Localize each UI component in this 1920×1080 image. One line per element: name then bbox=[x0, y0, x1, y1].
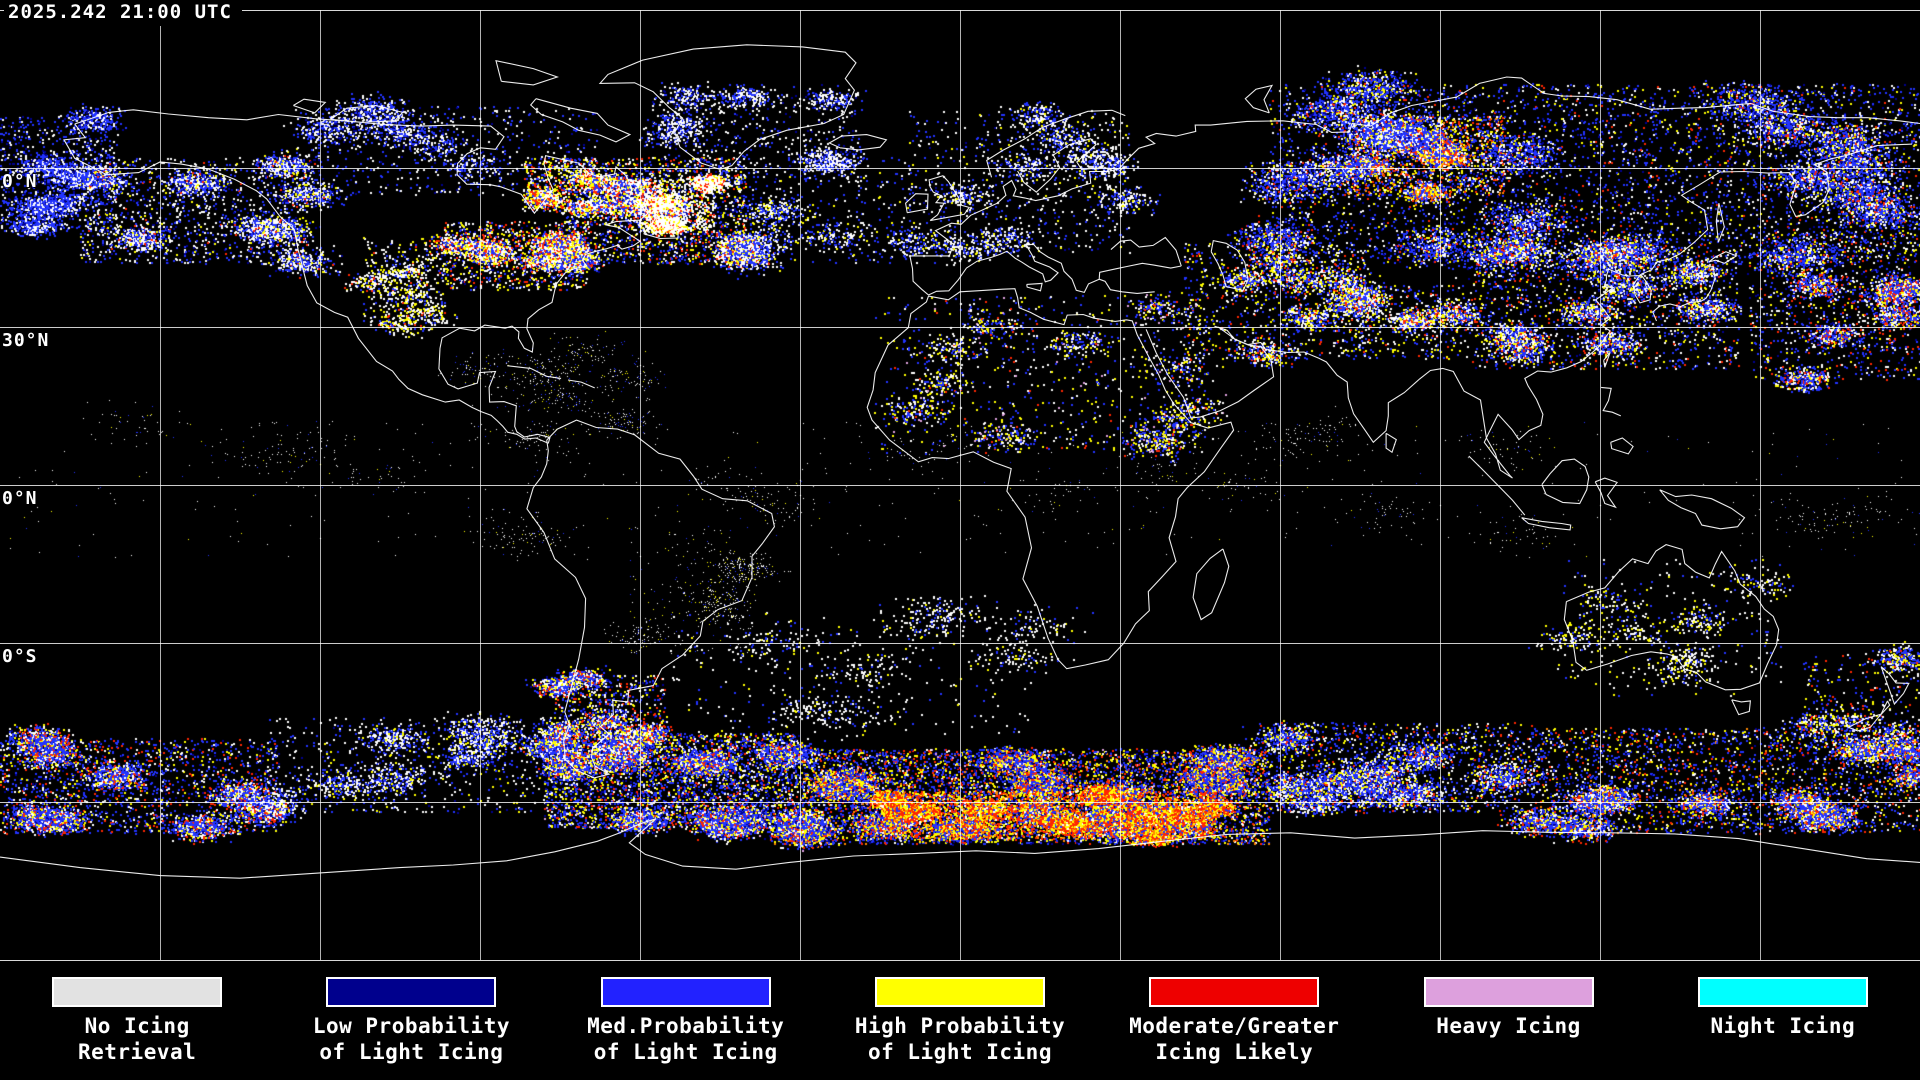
legend-swatch-night-icing bbox=[1697, 977, 1868, 1007]
legend-item-heavy-icing: Heavy Icing bbox=[1371, 977, 1645, 1080]
latitude-label: 30°N bbox=[2, 330, 50, 351]
legend-item-low-probability: Low Probability of Light Icing bbox=[274, 977, 548, 1080]
legend-item-med-probability: Med.Probability of Light Icing bbox=[549, 977, 823, 1080]
legend-label-line1: Moderate/Greater bbox=[1129, 1014, 1340, 1038]
latitude-label: 0°N bbox=[2, 171, 38, 192]
legend-item-high-probability: High Probability of Light Icing bbox=[823, 977, 1097, 1080]
legend-label-line1: No Icing bbox=[84, 1014, 190, 1038]
legend-swatch-low-probability bbox=[326, 977, 497, 1007]
legend-swatch-med-probability bbox=[600, 977, 771, 1007]
legend-item-moderate-greater: Moderate/Greater Icing Likely bbox=[1097, 977, 1371, 1080]
legend-label-line1: Night Icing bbox=[1710, 1014, 1856, 1038]
legend-swatch-no-icing bbox=[52, 977, 223, 1007]
legend-label-line1: Heavy Icing bbox=[1436, 1014, 1581, 1038]
legend-label-line1: Low Probability bbox=[312, 1014, 510, 1038]
latitude-label: 0°S bbox=[2, 646, 38, 667]
legend-label-line2: Icing Likely bbox=[1155, 1040, 1314, 1064]
timestamp: 2025.242 21:00 UTC bbox=[4, 0, 242, 26]
legend: No Icing Retrieval Low Probability of Li… bbox=[0, 968, 1920, 1080]
legend-item-no-icing: No Icing Retrieval bbox=[0, 977, 274, 1080]
legend-label-line2: of Light Icing bbox=[593, 1040, 778, 1064]
latitude-label: 0°N bbox=[2, 488, 38, 509]
legend-label-line1: High Probability bbox=[854, 1014, 1066, 1038]
legend-label-line2: of Light Icing bbox=[319, 1040, 504, 1064]
coastlines-svg bbox=[0, 44, 1920, 879]
legend-label-line2: Retrieval bbox=[77, 1040, 197, 1064]
legend-swatch-moderate-greater bbox=[1149, 977, 1320, 1007]
world-map: 0°N 30°N 0°N 0°S 2025.242 21:00 UTC bbox=[0, 0, 1920, 968]
legend-swatch-heavy-icing bbox=[1423, 977, 1594, 1007]
legend-item-night-icing: Night Icing bbox=[1646, 977, 1920, 1080]
legend-label-line1: Med.Probability bbox=[587, 1014, 785, 1038]
legend-label-line2: of Light Icing bbox=[867, 1040, 1052, 1064]
legend-swatch-high-probability bbox=[874, 977, 1045, 1007]
